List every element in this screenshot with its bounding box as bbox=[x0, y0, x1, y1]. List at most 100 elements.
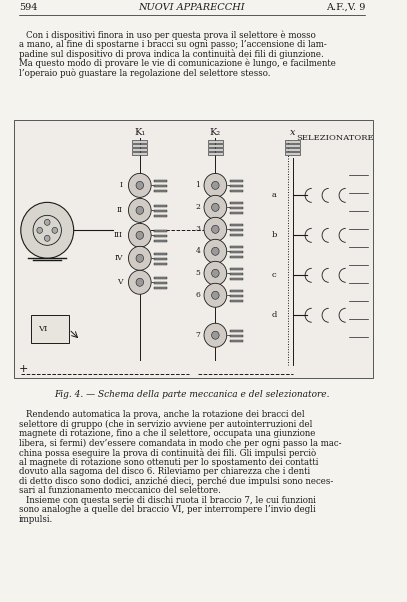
Text: K₁: K₁ bbox=[134, 128, 145, 137]
Bar bbox=[230, 185, 243, 187]
Circle shape bbox=[44, 235, 50, 241]
Bar bbox=[285, 140, 300, 143]
Circle shape bbox=[136, 181, 144, 190]
Text: 6: 6 bbox=[195, 291, 200, 299]
Text: b: b bbox=[271, 231, 277, 240]
Bar bbox=[230, 207, 243, 209]
Text: a: a bbox=[272, 191, 277, 199]
Text: K₂: K₂ bbox=[210, 128, 221, 137]
Circle shape bbox=[204, 323, 227, 347]
Text: al magnete di rotazione sono ottenuti per lo spostamento dei contatti: al magnete di rotazione sono ottenuti pe… bbox=[19, 458, 318, 467]
Bar bbox=[14, 120, 373, 378]
Bar bbox=[132, 140, 147, 143]
Text: a mano, al fine di spostarne i bracci su ogni passo; l’accensione di lam-: a mano, al fine di spostarne i bracci su… bbox=[19, 40, 327, 49]
Bar bbox=[230, 251, 243, 253]
Text: A.F.,V. 9: A.F.,V. 9 bbox=[326, 2, 365, 11]
Circle shape bbox=[129, 173, 151, 197]
Text: NUOVI APPARECCHI: NUOVI APPARECCHI bbox=[138, 2, 245, 11]
Text: 5: 5 bbox=[195, 269, 200, 278]
Circle shape bbox=[204, 173, 227, 197]
Bar bbox=[154, 216, 167, 217]
Text: 594: 594 bbox=[19, 2, 37, 11]
Text: china possa eseguire la prova di continuità dei fili. Gli impulsi perciò: china possa eseguire la prova di continu… bbox=[19, 448, 316, 458]
Circle shape bbox=[212, 225, 219, 234]
Text: Rendendo automatica la prova, anche la rotazione dei bracci del: Rendendo automatica la prova, anche la r… bbox=[26, 410, 305, 419]
Bar bbox=[230, 335, 243, 337]
Bar bbox=[230, 340, 243, 342]
Bar bbox=[230, 300, 243, 302]
Bar bbox=[230, 229, 243, 231]
Text: 1: 1 bbox=[195, 181, 200, 190]
Text: Ma questo modo di provare le vie di comunicazione è lungo, e facilmente: Ma questo modo di provare le vie di comu… bbox=[19, 59, 336, 69]
Bar bbox=[31, 315, 69, 343]
Text: I: I bbox=[120, 181, 123, 190]
Circle shape bbox=[129, 198, 151, 222]
Text: III: III bbox=[114, 231, 123, 240]
Circle shape bbox=[136, 231, 144, 240]
Bar bbox=[154, 282, 167, 284]
Circle shape bbox=[204, 217, 227, 241]
Bar bbox=[154, 240, 167, 243]
Text: 2: 2 bbox=[195, 203, 200, 211]
Text: magnete di rotazione, fino a che il selettore, occupata una giunzione: magnete di rotazione, fino a che il sele… bbox=[19, 429, 315, 438]
Bar bbox=[230, 234, 243, 237]
Bar bbox=[154, 258, 167, 260]
Text: impulsi.: impulsi. bbox=[19, 515, 53, 524]
Text: SELEZIONATORE: SELEZIONATORE bbox=[296, 134, 374, 143]
Bar bbox=[285, 144, 300, 147]
Text: V: V bbox=[117, 278, 123, 287]
Circle shape bbox=[21, 202, 74, 258]
Bar bbox=[230, 268, 243, 270]
Circle shape bbox=[204, 240, 227, 263]
Text: selettore di gruppo (che in servizio avviene per autointerruzioni del: selettore di gruppo (che in servizio avv… bbox=[19, 420, 312, 429]
Bar bbox=[154, 190, 167, 193]
Bar bbox=[208, 140, 223, 143]
Text: di detto disco sono dodici, anziché dieci, perché due impulsi sono neces-: di detto disco sono dodici, anziché diec… bbox=[19, 477, 333, 486]
Bar bbox=[230, 181, 243, 182]
Bar bbox=[208, 152, 223, 155]
Bar bbox=[230, 330, 243, 332]
Text: +: + bbox=[19, 364, 28, 374]
Bar bbox=[154, 181, 167, 182]
Bar bbox=[154, 253, 167, 255]
Bar bbox=[230, 273, 243, 275]
Text: c: c bbox=[272, 272, 277, 279]
Bar bbox=[154, 235, 167, 237]
Circle shape bbox=[204, 261, 227, 285]
Circle shape bbox=[212, 331, 219, 340]
Text: 4: 4 bbox=[195, 247, 200, 255]
Text: padine sul dispositivo di prova indica la continuità dei fili di giunzione.: padine sul dispositivo di prova indica l… bbox=[19, 49, 324, 60]
Circle shape bbox=[212, 291, 219, 299]
Circle shape bbox=[212, 247, 219, 255]
Circle shape bbox=[129, 223, 151, 247]
Bar bbox=[230, 202, 243, 204]
Bar bbox=[230, 190, 243, 193]
Bar bbox=[154, 287, 167, 290]
Bar bbox=[154, 263, 167, 265]
Text: VI: VI bbox=[38, 325, 47, 334]
Text: libera, si fermi) dev’essere comandata in modo che per ogni passo la mac-: libera, si fermi) dev’essere comandata i… bbox=[19, 439, 341, 448]
Bar bbox=[230, 290, 243, 293]
Text: 3: 3 bbox=[195, 225, 200, 234]
Bar bbox=[14, 120, 373, 378]
Bar bbox=[154, 278, 167, 279]
Bar bbox=[208, 149, 223, 151]
Bar bbox=[285, 149, 300, 151]
Bar bbox=[132, 149, 147, 151]
Bar bbox=[132, 152, 147, 155]
Bar bbox=[208, 144, 223, 147]
Text: Con i dispositivi finora in uso per questa prova il selettore è mosso: Con i dispositivi finora in uso per ques… bbox=[26, 31, 316, 40]
Circle shape bbox=[212, 203, 219, 211]
Bar bbox=[154, 210, 167, 213]
Text: Insieme con questa serie di dischi ruota il braccio 7, le cui funzioni: Insieme con questa serie di dischi ruota… bbox=[26, 495, 316, 504]
Text: sono analoghe a quelle del braccio VI, per interrompere l’invio degli: sono analoghe a quelle del braccio VI, p… bbox=[19, 505, 315, 514]
Circle shape bbox=[136, 206, 144, 214]
Text: l’operaio può guastare la regolazione del selettore stesso.: l’operaio può guastare la regolazione de… bbox=[19, 69, 270, 78]
Bar bbox=[230, 225, 243, 226]
Bar bbox=[285, 152, 300, 155]
Circle shape bbox=[204, 284, 227, 307]
Circle shape bbox=[37, 228, 42, 234]
Bar bbox=[230, 295, 243, 297]
Text: Fig. 4. — Schema della parte meccanica e del selezionatore.: Fig. 4. — Schema della parte meccanica e… bbox=[54, 390, 330, 399]
Text: II: II bbox=[117, 206, 123, 214]
